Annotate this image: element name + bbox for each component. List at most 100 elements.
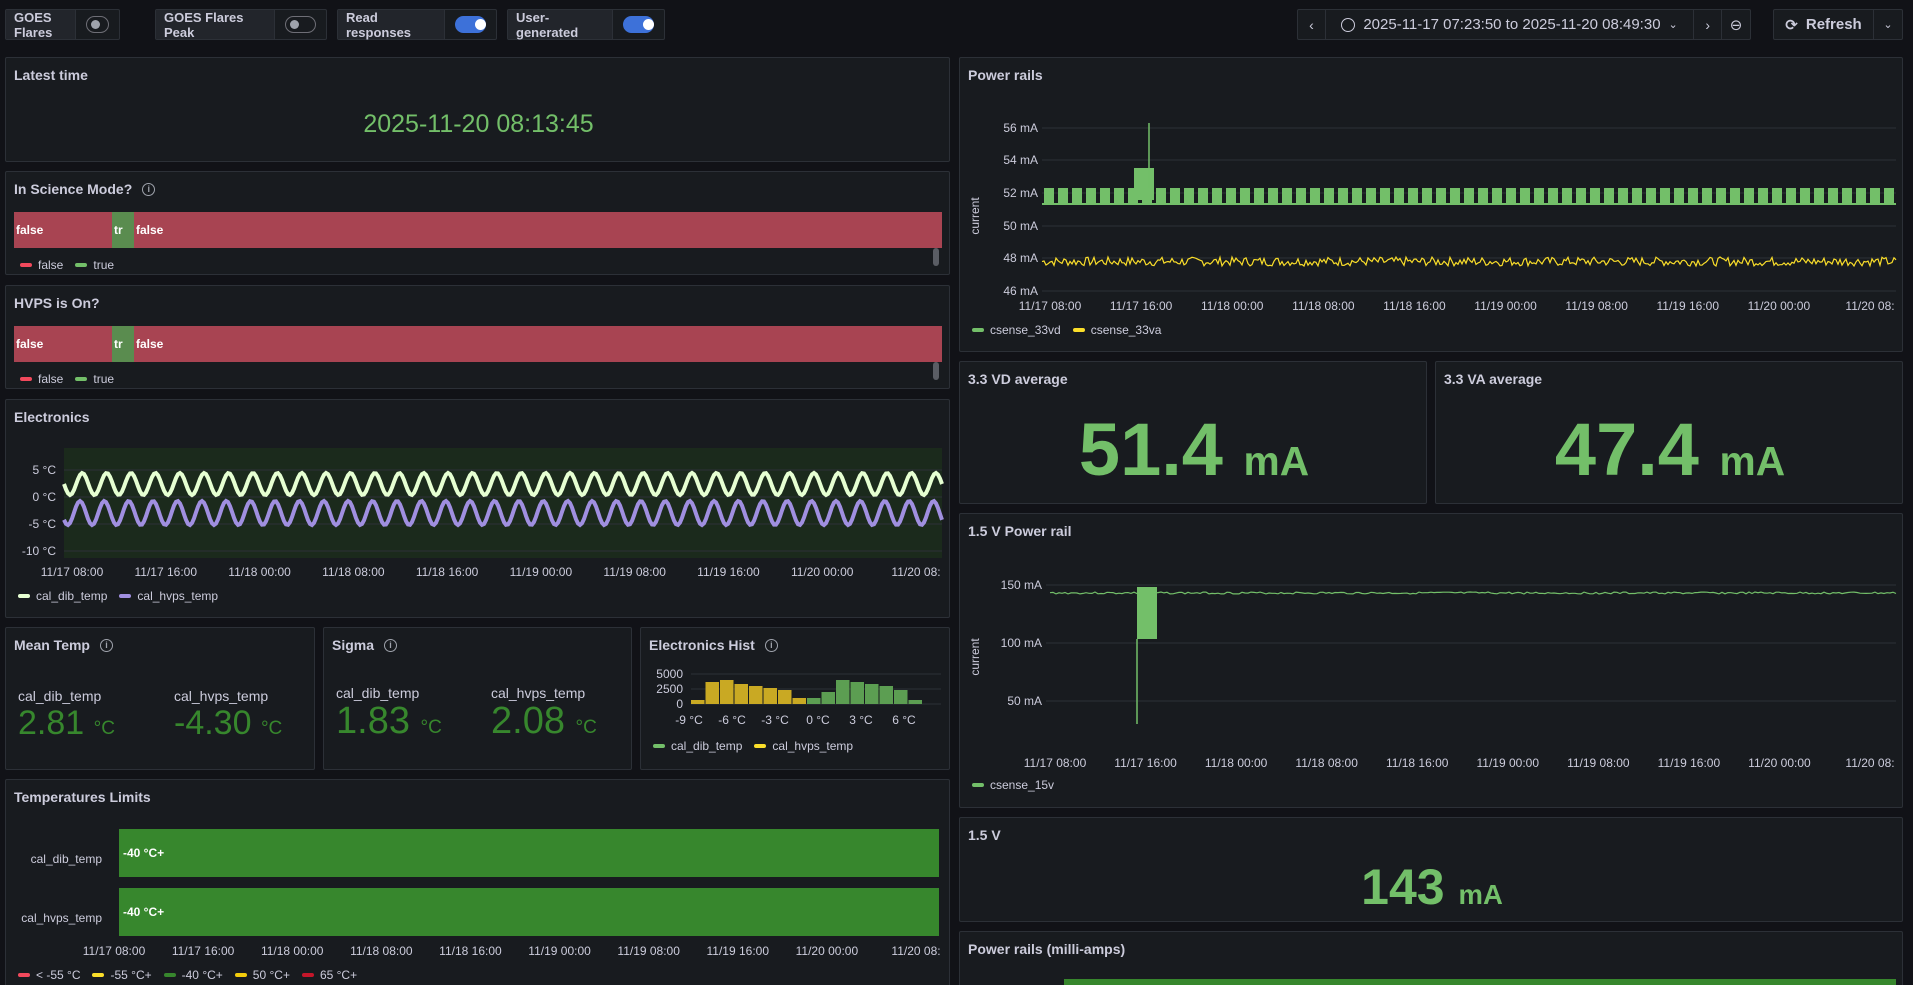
series-pulse bbox=[1422, 188, 1432, 204]
chart-grid bbox=[1042, 127, 1896, 292]
legend-item[interactable]: csense_33va bbox=[1072, 323, 1161, 337]
series-csense-33vd bbox=[1042, 123, 1896, 205]
legend-item[interactable]: cal_dib_temp bbox=[18, 589, 107, 603]
legend-item[interactable]: 65 °C+ bbox=[301, 968, 357, 982]
info-icon[interactable]: i bbox=[384, 638, 398, 652]
legend-item[interactable]: false bbox=[20, 258, 63, 272]
legend-item[interactable]: cal_hvps_temp bbox=[754, 739, 853, 753]
clock-icon bbox=[1341, 17, 1356, 32]
y-tick-label: 0 °C bbox=[33, 490, 57, 504]
info-icon[interactable]: i bbox=[764, 638, 778, 652]
panel-electronics: Electronics 5 °C 0 °C -5 °C -10 °C 11/17… bbox=[5, 399, 950, 618]
legend-item[interactable]: cal_dib_temp bbox=[653, 739, 742, 753]
row-label: cal_dib_temp bbox=[30, 852, 102, 866]
x-tick-label: 11/18 16:00 bbox=[416, 565, 479, 579]
series-pulse bbox=[1352, 188, 1362, 204]
x-tick-label: 11/18 16:00 bbox=[1383, 299, 1446, 313]
x-tick-label: 11/19 08:00 bbox=[1565, 299, 1628, 313]
x-tick-label: 11/17 16:00 bbox=[1114, 756, 1177, 770]
info-icon[interactable]: i bbox=[99, 638, 113, 652]
refresh-icon: ⟳ bbox=[1785, 16, 1798, 34]
legend-item[interactable]: true bbox=[75, 258, 114, 272]
panel-title: Electronics Hist i bbox=[649, 637, 778, 653]
stat-unit: mA bbox=[1243, 438, 1310, 484]
series-pulse bbox=[1842, 188, 1852, 204]
rails-ma-bar bbox=[1064, 979, 1896, 985]
x-tick-label: 11/20 00:00 bbox=[1748, 299, 1811, 313]
legend-scrollbar[interactable] bbox=[933, 362, 939, 380]
legend-swatch bbox=[20, 263, 32, 267]
series-pulse bbox=[1674, 188, 1684, 204]
stat-value: 143 mA bbox=[960, 858, 1902, 916]
series-pulse bbox=[1450, 188, 1460, 204]
legend: cal_dib_temp cal_hvps_temp bbox=[653, 739, 853, 753]
legend-label: false bbox=[38, 372, 64, 386]
user-generated-toggle[interactable] bbox=[622, 16, 654, 33]
stat-number: 2.08 bbox=[491, 700, 565, 742]
legend-swatch bbox=[75, 263, 88, 267]
info-icon[interactable]: i bbox=[142, 182, 156, 196]
y-axis-label: current bbox=[968, 638, 982, 676]
state-segment: -40 °C+ bbox=[119, 829, 939, 877]
electronics-chart: 5 °C 0 °C -5 °C -10 °C 11/17 08:00 11/17 … bbox=[22, 448, 944, 579]
hist-bar-dib bbox=[908, 700, 922, 704]
panel-title: Mean Temp i bbox=[14, 637, 113, 653]
refresh-interval-dropdown[interactable]: ⌄ bbox=[1883, 19, 1893, 31]
goes-flares-peak-toggle[interactable] bbox=[285, 16, 316, 33]
series-pulse bbox=[1282, 188, 1292, 204]
time-forward-button[interactable]: › bbox=[1694, 10, 1723, 39]
stat-number: 2.81 bbox=[18, 704, 85, 742]
stat-value: 1.83 °C bbox=[336, 700, 442, 743]
series-pulse bbox=[1156, 188, 1166, 204]
time-back-button[interactable]: ‹ bbox=[1298, 10, 1326, 39]
legend-label: true bbox=[93, 258, 115, 272]
zoom-out-button[interactable]: ⊖ bbox=[1722, 10, 1750, 39]
stat-unit: °C bbox=[420, 717, 442, 738]
series-pulse bbox=[1226, 188, 1236, 204]
panel-33va-average: 3.3 VA average 47.4 mA bbox=[1435, 361, 1903, 504]
hist-bar-dib bbox=[850, 682, 864, 704]
legend-item[interactable]: -55 °C+ bbox=[92, 968, 152, 982]
y-tick-label: 5000 bbox=[656, 667, 683, 681]
series-pulse bbox=[1772, 188, 1782, 204]
read-responses-toggle[interactable] bbox=[455, 16, 487, 33]
goes-flares-toggle[interactable] bbox=[85, 16, 109, 33]
state-segment: false bbox=[134, 212, 942, 248]
y-tick-label: 0 bbox=[676, 697, 683, 711]
legend-item[interactable]: < -55 °C bbox=[18, 968, 80, 982]
panel-title: Sigma i bbox=[332, 637, 398, 653]
legend-item[interactable]: cal_hvps_temp bbox=[119, 589, 218, 603]
panel-hvps-on: HVPS is On? false tr false false true bbox=[5, 285, 950, 389]
x-axis: 11/17 08:00 11/17 16:00 11/18 00:00 11/18 0… bbox=[1024, 756, 1895, 770]
series-pulse bbox=[1758, 188, 1768, 204]
panel-electronics-hist: Electronics Hist i 5000 2500 0 -9 °C -6 °… bbox=[640, 627, 950, 770]
refresh-button[interactable]: ⟳ Refresh bbox=[1774, 10, 1874, 39]
x-tick-label: 11/20 08: bbox=[1845, 756, 1894, 770]
legend-label: cal_hvps_temp bbox=[772, 739, 854, 753]
x-tick-label: 11/19 16:00 bbox=[697, 565, 760, 579]
panel-title-text: Mean Temp bbox=[14, 637, 90, 653]
legend-label: csense_33vd bbox=[990, 323, 1061, 337]
state-segment: false bbox=[14, 212, 112, 248]
panel-mean-temp: Mean Temp i cal_dib_temp 2.81 °C cal_hvp… bbox=[5, 627, 315, 770]
legend-scrollbar[interactable] bbox=[933, 248, 939, 266]
x-tick-label: 11/18 08:00 bbox=[1295, 756, 1358, 770]
series-pulse bbox=[1548, 188, 1558, 204]
legend-item[interactable]: csense_15v bbox=[972, 778, 1054, 792]
legend-item[interactable]: -40 °C+ bbox=[163, 968, 223, 982]
x-tick-label: 11/19 16:00 bbox=[707, 944, 770, 958]
series-pulse bbox=[1408, 188, 1418, 204]
legend-item[interactable]: 50 °C+ bbox=[234, 968, 290, 982]
x-tick-label: 11/20 00:00 bbox=[791, 565, 854, 579]
panel-sigma: Sigma i cal_dib_temp 1.83 °C cal_hvps_te… bbox=[323, 627, 632, 770]
legend-swatch bbox=[653, 744, 665, 748]
legend-item[interactable]: true bbox=[75, 372, 114, 386]
series-pulse bbox=[1828, 188, 1838, 204]
legend-item[interactable]: false bbox=[20, 372, 63, 386]
legend-item[interactable]: csense_33vd bbox=[972, 323, 1061, 337]
series-pulse bbox=[1590, 188, 1600, 204]
time-range-button[interactable]: 2025-11-17 07:23:50 to 2025-11-20 08:49:… bbox=[1326, 10, 1695, 39]
x-tick-label: 11/18 16:00 bbox=[1386, 756, 1449, 770]
panel-title: Temperatures Limits bbox=[14, 789, 151, 805]
temp-limits-x-axis: 11/17 08:00 11/17 16:00 11/18 00:00 11/18 0… bbox=[83, 944, 941, 958]
